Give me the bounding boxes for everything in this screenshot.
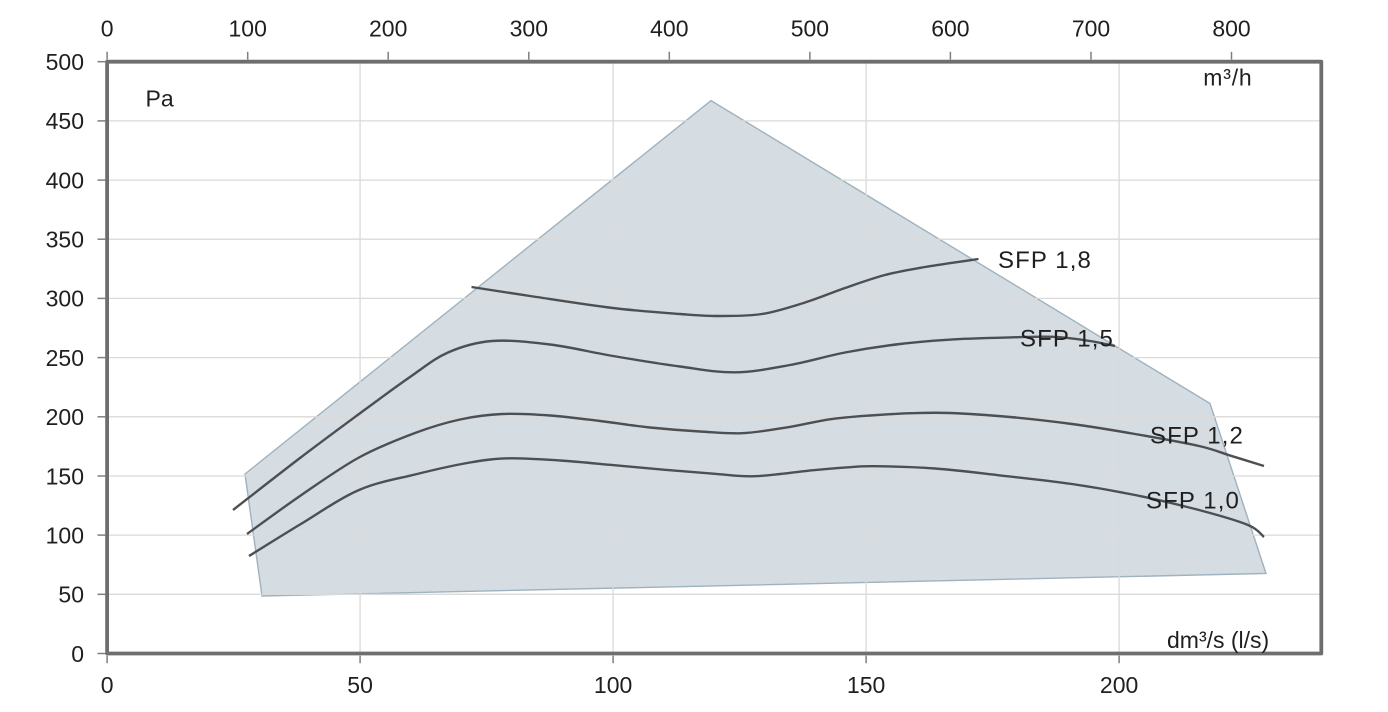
svg-text:200: 200 (46, 404, 84, 430)
svg-text:200: 200 (1100, 672, 1138, 698)
svg-text:250: 250 (46, 345, 84, 371)
svg-text:SFP 1,8: SFP 1,8 (998, 247, 1092, 274)
svg-text:100: 100 (46, 522, 84, 548)
svg-text:m³/h: m³/h (1203, 65, 1252, 91)
svg-text:350: 350 (46, 227, 84, 253)
svg-text:700: 700 (1072, 16, 1110, 42)
svg-text:400: 400 (46, 167, 84, 193)
svg-text:SFP 1,5: SFP 1,5 (1020, 326, 1114, 353)
svg-text:100: 100 (594, 672, 632, 698)
svg-text:600: 600 (931, 16, 969, 42)
svg-text:0: 0 (101, 672, 114, 698)
svg-text:SFP 1,2: SFP 1,2 (1150, 423, 1244, 450)
svg-text:800: 800 (1212, 16, 1250, 42)
svg-text:300: 300 (510, 16, 548, 42)
svg-text:Pa: Pa (146, 85, 174, 111)
svg-text:300: 300 (46, 286, 84, 312)
svg-text:50: 50 (347, 672, 373, 698)
svg-text:500: 500 (791, 16, 829, 42)
svg-text:400: 400 (650, 16, 688, 42)
svg-text:SFP 1,0: SFP 1,0 (1146, 488, 1240, 515)
svg-text:450: 450 (46, 108, 84, 134)
svg-text:50: 50 (58, 582, 84, 608)
svg-text:150: 150 (847, 672, 885, 698)
svg-text:dm³/s (l/s): dm³/s (l/s) (1167, 627, 1269, 653)
svg-text:500: 500 (46, 49, 84, 75)
svg-text:150: 150 (46, 463, 84, 489)
svg-text:200: 200 (369, 16, 407, 42)
svg-text:0: 0 (101, 16, 114, 42)
svg-text:100: 100 (229, 16, 267, 42)
svg-text:0: 0 (71, 641, 84, 667)
